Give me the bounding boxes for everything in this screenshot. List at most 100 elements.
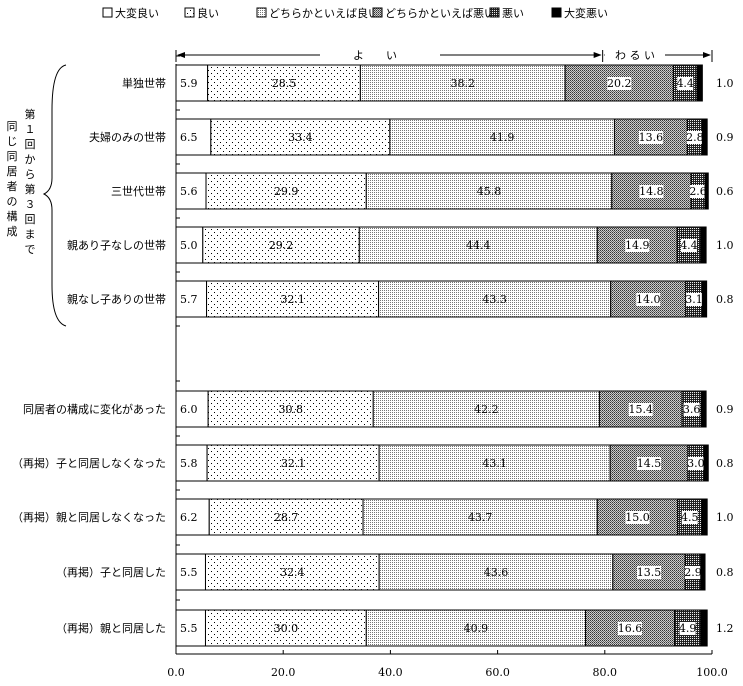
data-label: 29.2 (269, 239, 294, 252)
data-label: 1.2 (716, 622, 734, 635)
data-label: 4.4 (676, 77, 694, 90)
bar-segment (700, 390, 707, 428)
data-label: 4.9 (679, 622, 697, 635)
data-label: 43.1 (482, 457, 507, 470)
legend-label: どちらかといえば悪い (385, 7, 495, 20)
data-label: 6.2 (180, 511, 198, 524)
data-label: 14.5 (637, 457, 662, 470)
data-label: 5.6 (180, 185, 198, 198)
bars: 単独世帯 5.9 28.5 38.2 20.2 4.4 1.0 夫婦のみの世帯 6.5 33.4 4… (12, 64, 734, 647)
data-label: 30.0 (274, 622, 299, 635)
data-label: 16.6 (618, 622, 643, 635)
data-label: 14.9 (625, 239, 650, 252)
data-label: 2.8 (686, 131, 704, 144)
bad-label: わ る い (615, 49, 655, 62)
category-label: （再掲）子と同居した (56, 565, 166, 579)
group-brace (42, 64, 67, 327)
bar-segment (208, 498, 364, 536)
data-label: 0.6 (716, 185, 734, 198)
category-label: 親なし子ありの世帯 (67, 293, 166, 306)
data-label: 5.0 (180, 239, 198, 252)
bar-segment (703, 444, 709, 482)
data-label: 32.1 (280, 293, 305, 306)
bar-segment (359, 64, 566, 102)
arrowhead (177, 52, 185, 58)
legend-label: 大変良い (115, 6, 159, 20)
data-label: 0.8 (716, 457, 734, 470)
data-label: 2.6 (689, 185, 707, 198)
bar-segment (362, 498, 598, 536)
legend-swatch (489, 7, 500, 18)
data-label: 5.8 (180, 457, 198, 470)
category-label: （再掲）親と同居しなくなった (12, 510, 166, 524)
data-label: 5.9 (180, 77, 198, 90)
category-label: 同居者の構成に変化があった (23, 402, 166, 416)
data-label: 5.7 (180, 293, 198, 306)
bar-segment (365, 609, 587, 647)
bar-segment (701, 118, 708, 156)
legend-swatch (551, 7, 562, 18)
data-label: 3.0 (687, 457, 705, 470)
category-label: 三世代世帯 (111, 185, 166, 198)
bar-segment (358, 226, 598, 264)
legend: 大変良い 良い どちらかといえば良い どちらかといえば悪い 悪い 大変悪い (102, 6, 608, 20)
category-label: （再掲）親と同居した (56, 621, 166, 635)
data-label: 1.0 (716, 511, 734, 524)
arrowhead (593, 52, 602, 58)
bar-segment (207, 390, 374, 428)
data-label: 28.5 (272, 77, 297, 90)
x-tick-label: 40.0 (378, 666, 403, 679)
legend-swatch (372, 7, 383, 18)
data-label: 40.9 (464, 622, 489, 635)
bar-segment (378, 553, 614, 591)
bar-segment (378, 444, 611, 482)
bar-segment (704, 172, 709, 210)
legend-label: 大変悪い (564, 6, 608, 20)
good-label: よ い (353, 49, 397, 62)
data-label: 43.3 (482, 293, 507, 306)
data-label: 42.2 (474, 403, 499, 416)
data-label: 3.6 (683, 403, 701, 416)
bar-segment (700, 226, 707, 264)
bar-segment (378, 280, 612, 318)
x-tick-label: 100.0 (696, 666, 728, 679)
data-label: 32.1 (281, 457, 306, 470)
data-label: 28.7 (274, 511, 299, 524)
bar-segment (389, 118, 615, 156)
data-label: 6.5 (180, 131, 198, 144)
legend-label: 良い (197, 6, 219, 20)
data-label: 15.4 (628, 403, 653, 416)
data-label: 3.1 (685, 293, 703, 306)
arrowhead (703, 52, 711, 58)
data-label: 0.8 (716, 293, 734, 306)
data-label: 30.8 (278, 403, 303, 416)
range-annotations: よ いわ る い (175, 47, 713, 62)
data-label: 44.4 (466, 239, 491, 252)
bar-segment (700, 609, 708, 647)
legend-label: どちらかといえば良い (269, 6, 379, 20)
data-label: 15.0 (625, 511, 650, 524)
data-label: 41.9 (490, 131, 515, 144)
data-label: 2.9 (684, 566, 702, 579)
category-label: 親あり子なしの世帯 (67, 239, 166, 252)
x-axis: 0.0 20.0 40.0 60.0 80.0 100.0 (167, 55, 728, 679)
legend-swatch (102, 7, 113, 18)
legend-swatch (184, 7, 195, 18)
category-label: 単独世帯 (122, 76, 166, 90)
data-label: 0.8 (716, 566, 734, 579)
legend-swatch (256, 7, 267, 18)
bar-segment (696, 64, 703, 102)
bar-segment (372, 390, 600, 428)
data-label: 13.6 (639, 131, 664, 144)
data-label: 5.5 (180, 622, 198, 635)
bar-segment (701, 498, 708, 536)
bar-segment (204, 553, 380, 591)
data-label: 4.4 (680, 239, 698, 252)
data-label: 14.8 (639, 185, 664, 198)
data-label: 43.6 (484, 566, 509, 579)
bar-segment (365, 172, 613, 210)
x-tick-label: 80.0 (593, 666, 618, 679)
data-label: 0.9 (716, 131, 734, 144)
